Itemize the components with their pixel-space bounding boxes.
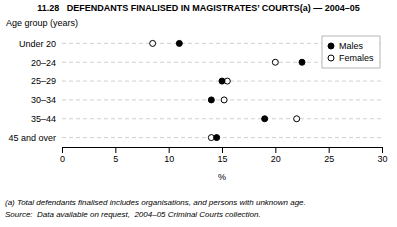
x-tick: 25 (324, 147, 334, 164)
y-tick: 25–29 (31, 76, 62, 86)
grid-line (62, 137, 382, 138)
series (176, 40, 305, 140)
x-tick-mark (115, 147, 116, 153)
legend-label: Females (339, 53, 374, 63)
y-tick-label: 30–34 (31, 95, 56, 105)
dot (214, 135, 220, 141)
dot (219, 78, 225, 84)
dot (262, 116, 268, 122)
legend-item: Males (328, 41, 364, 51)
legend-item: Females (328, 53, 374, 63)
dot (294, 116, 300, 122)
y-tick: Under 20 (19, 39, 62, 49)
x-tick: 20 (271, 147, 281, 164)
grid (62, 43, 382, 137)
dot (272, 59, 278, 65)
dot (208, 97, 214, 103)
y-tick: 30–34 (31, 95, 62, 105)
y-tick-label: 35–44 (31, 114, 56, 124)
y-tick-label: Under 20 (19, 39, 56, 49)
x-tick-label: 10 (164, 154, 174, 164)
legend-symbol (328, 43, 334, 49)
x-tick-label: 15 (217, 154, 227, 164)
plot: 0 5 10 15 20 25 30 Under 20 20–24 25–29 30–34 35–44… (8, 36, 387, 164)
dot (221, 97, 227, 103)
x-tick: 5 (113, 147, 118, 164)
title: 11.28 DEFENDANTS FINALISED IN MAGISTRATE… (37, 3, 359, 13)
marks (150, 40, 305, 140)
x-axis-line (63, 148, 383, 154)
x-tick-mark (275, 147, 276, 153)
series (150, 40, 300, 140)
y-tick: 45 and over (8, 133, 62, 143)
grid-line (62, 118, 382, 119)
x-tick-mark (329, 147, 330, 153)
y-tick-label: 20–24 (31, 58, 56, 68)
dot (176, 40, 182, 46)
x-axis: 0 5 10 15 20 25 30 (60, 147, 388, 164)
footnote: (a) Total defendants finalised includes … (5, 198, 306, 207)
x-tick-label: 5 (113, 154, 118, 164)
dot (299, 59, 305, 65)
x-tick-mark (62, 147, 63, 153)
x-tick-mark (222, 147, 223, 153)
legend: Males Females (322, 36, 380, 68)
y-tick: 35–44 (31, 114, 62, 124)
x-tick-label: 0 (60, 154, 65, 164)
x-tick-label: 30 (377, 154, 387, 164)
footnote: Source: Data available on request, 2004–… (5, 210, 261, 219)
y-axis-title: Age group (years) (6, 18, 78, 28)
x-tick: 10 (164, 147, 174, 164)
x-tick-label: 25 (324, 154, 334, 164)
x-tick: 0 (60, 147, 65, 164)
legend-symbol (328, 55, 334, 61)
x-tick: 30 (377, 147, 387, 164)
x-tick: 15 (217, 147, 227, 164)
dot (150, 40, 156, 46)
y-tick: 20–24 (31, 58, 62, 68)
x-tick-mark (382, 147, 383, 153)
y-axis: Under 20 20–24 25–29 30–34 35–44 45 and over (8, 39, 62, 143)
chart: 11.28 DEFENDANTS FINALISED IN MAGISTRATE… (0, 0, 397, 227)
x-tick-label: 20 (271, 154, 281, 164)
x-tick-mark (169, 147, 170, 153)
legend-frame (322, 36, 380, 68)
legend-label: Males (339, 41, 364, 51)
y-tick-label: 25–29 (31, 76, 56, 86)
x-axis-title: % (218, 172, 226, 182)
y-tick-label: 45 and over (8, 133, 56, 143)
